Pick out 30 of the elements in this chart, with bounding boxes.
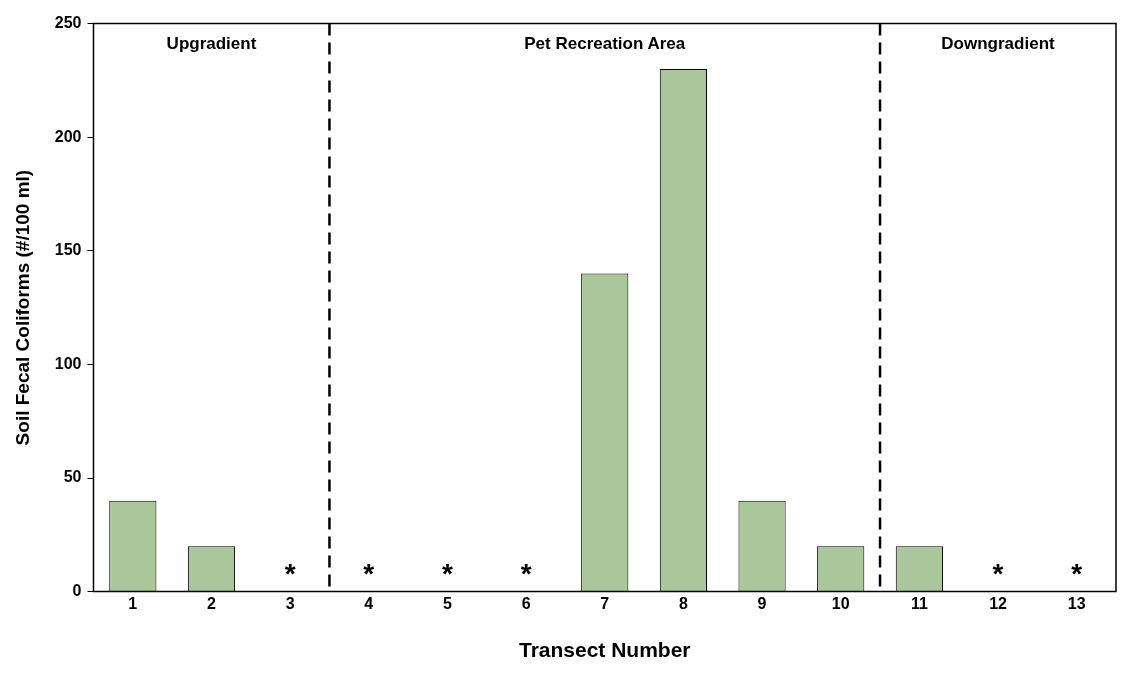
y-tick-label: 0 xyxy=(72,582,82,600)
annotation: * xyxy=(520,558,532,590)
y-axis-title: Soil Fecal Coliforms (#/100 ml) xyxy=(11,169,33,446)
x-tick-label: 3 xyxy=(285,594,295,612)
annotation: * xyxy=(284,558,296,590)
x-tick-label: 4 xyxy=(364,594,374,612)
x-tick-label: 6 xyxy=(521,594,531,612)
annotation: * xyxy=(363,558,375,590)
x-tick-label: 13 xyxy=(1067,594,1086,612)
y-tick-label: 150 xyxy=(54,241,82,259)
annotation: * xyxy=(441,558,453,590)
x-axis-title: Transect Number xyxy=(518,638,691,662)
x-tick-label: 2 xyxy=(207,594,217,612)
x-tick-label: 5 xyxy=(442,594,452,612)
annotation: * xyxy=(992,558,1004,590)
annotation: Upgradient xyxy=(166,33,257,53)
x-tick-label: 10 xyxy=(831,594,850,612)
x-tick-label: 11 xyxy=(910,594,928,612)
y-tick-label: 200 xyxy=(54,127,82,145)
x-tick-label: 7 xyxy=(600,594,610,612)
x-tick-label: 1 xyxy=(128,594,138,612)
y-tick-label: 250 xyxy=(54,14,82,32)
x-tick-label: 8 xyxy=(678,594,688,612)
y-tick-label: 100 xyxy=(54,354,82,372)
x-tick-label: 12 xyxy=(989,594,1008,612)
y-tick-label: 50 xyxy=(63,468,82,486)
annotation: Downgradient xyxy=(941,33,1056,53)
x-tick-label: 9 xyxy=(757,594,767,612)
annotation: * xyxy=(1071,558,1083,590)
annotation: Pet Recreation Area xyxy=(524,33,686,53)
